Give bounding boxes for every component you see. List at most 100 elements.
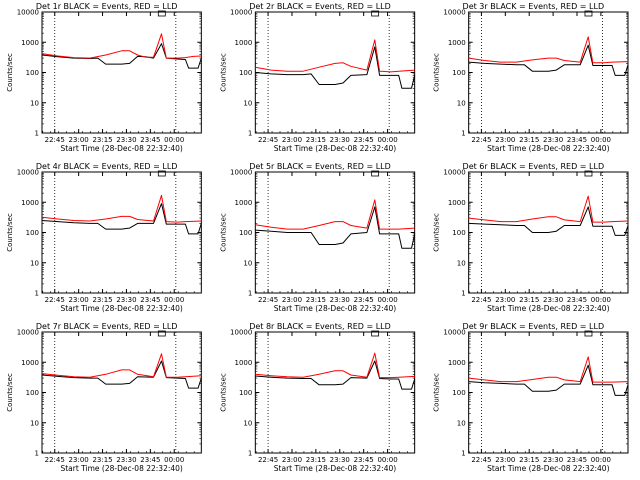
interval-mark <box>371 330 380 337</box>
y-tick-label: 1 <box>35 130 39 138</box>
chart-panel-8: Det 8r BLACK = Events, RED = LLD 1 10 100 10… <box>219 322 416 473</box>
interval-mark <box>584 330 593 337</box>
y-tick-label: 10000 <box>17 9 39 17</box>
y-axis-label: Counts/sec <box>6 213 14 252</box>
plot-frame <box>41 171 202 294</box>
chart-title: Det 7r BLACK = Events, RED = LLD <box>36 322 178 331</box>
y-tick-label: 10 <box>30 99 39 107</box>
y-tick-label: 10000 <box>17 169 39 177</box>
chart-title: Det 9r BLACK = Events, RED = LLD <box>463 322 605 331</box>
events-series-line <box>468 44 629 76</box>
x-tick-label: 00:00 <box>377 136 397 144</box>
plot-frame <box>468 331 629 454</box>
y-tick-label: 10000 <box>230 169 252 177</box>
x-tick-label: 23:30 <box>330 136 350 144</box>
y-tick-label: 10 <box>243 259 252 267</box>
x-tick-label: 00:00 <box>164 456 184 464</box>
x-tick-label: 00:00 <box>591 456 611 464</box>
chart-title: Det 8r BLACK = Events, RED = LLD <box>249 322 391 331</box>
x-tick-label: 00:00 <box>164 296 184 304</box>
chart-panel-2: Det 2r BLACK = Events, RED = LLD 1 10 100 10… <box>219 2 416 153</box>
x-tick-label: 00:00 <box>591 136 611 144</box>
y-tick-label: 100 <box>239 229 252 237</box>
lld-series-line <box>41 194 202 223</box>
lld-series-line <box>255 199 415 230</box>
chart-title: Det 2r BLACK = Events, RED = LLD <box>249 2 391 11</box>
y-tick-label: 1 <box>35 290 39 298</box>
y-tick-label: 10 <box>243 419 252 427</box>
x-tick-label: 00:00 <box>377 296 397 304</box>
x-tick-label: 22:45 <box>258 456 278 464</box>
x-tick-label: 22:45 <box>471 296 491 304</box>
x-tick-label: 23:15 <box>92 296 112 304</box>
events-series-line <box>255 46 416 89</box>
lld-series-line <box>468 36 629 64</box>
y-tick-label: 1 <box>248 450 252 458</box>
plot-frame <box>254 171 416 294</box>
chart-panel-6: Det 6r BLACK = Events, RED = LLD 1 10 100 10… <box>433 162 629 313</box>
y-tick-label: 1000 <box>235 199 253 207</box>
x-tick-label: 22:45 <box>45 136 65 144</box>
x-tick-label: 23:00 <box>282 136 302 144</box>
lld-series-line <box>41 353 202 378</box>
chart-title: Det 5r BLACK = Events, RED = LLD <box>249 162 391 171</box>
events-series-line <box>41 203 202 235</box>
events-series-line <box>41 360 202 389</box>
plot-frame <box>254 11 416 134</box>
x-axis-label: Start Time (28-Dec-08 22:32:40) <box>487 304 609 313</box>
chart-title: Det 3r BLACK = Events, RED = LLD <box>463 2 605 11</box>
x-tick-label: 23:45 <box>354 456 374 464</box>
x-tick-label: 23:30 <box>543 296 563 304</box>
x-tick-label: 23:15 <box>519 136 539 144</box>
x-tick-label: 23:45 <box>567 136 587 144</box>
y-tick-label: 10000 <box>443 169 465 177</box>
y-tick-label: 1000 <box>448 359 466 367</box>
y-tick-label: 10000 <box>230 329 252 337</box>
y-tick-label: 10 <box>30 259 39 267</box>
x-axis-label: Start Time (28-Dec-08 22:32:40) <box>274 144 396 153</box>
x-tick-label: 22:45 <box>45 456 65 464</box>
chart-title: Det 4r BLACK = Events, RED = LLD <box>36 162 178 171</box>
y-tick-label: 100 <box>452 229 465 237</box>
chart-title: Det 6r BLACK = Events, RED = LLD <box>463 162 605 171</box>
x-axis-label: Start Time (28-Dec-08 22:32:40) <box>274 464 396 473</box>
interval-mark <box>157 330 166 337</box>
events-series-line <box>255 360 416 390</box>
y-tick-label: 100 <box>239 389 252 397</box>
y-axis-label: Counts/sec <box>6 373 14 412</box>
lld-series-line <box>468 356 629 383</box>
y-tick-label: 1000 <box>448 39 466 47</box>
x-axis-label: Start Time (28-Dec-08 22:32:40) <box>60 464 182 473</box>
interval-mark <box>371 170 380 177</box>
x-tick-label: 23:30 <box>116 296 136 304</box>
y-tick-label: 1 <box>35 450 39 458</box>
x-tick-label: 23:15 <box>306 136 326 144</box>
x-tick-label: 23:45 <box>354 136 374 144</box>
x-axis-label: Start Time (28-Dec-08 22:32:40) <box>274 304 396 313</box>
y-tick-label: 100 <box>26 389 39 397</box>
lld-series-line <box>468 195 629 223</box>
plot-frame <box>254 331 416 454</box>
x-tick-label: 23:30 <box>543 136 563 144</box>
plot-frame <box>41 331 202 454</box>
interval-mark <box>157 170 166 177</box>
x-tick-label: 00:00 <box>164 136 184 144</box>
x-tick-label: 23:45 <box>140 136 160 144</box>
y-tick-label: 1000 <box>235 359 253 367</box>
x-tick-label: 23:45 <box>140 456 160 464</box>
y-tick-label: 10 <box>457 259 466 267</box>
y-tick-label: 1 <box>461 130 465 138</box>
y-tick-label: 1000 <box>21 199 39 207</box>
x-tick-label: 23:30 <box>330 296 350 304</box>
chart-title: Det 1r BLACK = Events, RED = LLD <box>36 2 178 11</box>
plot-frame <box>41 11 202 134</box>
chart-panel-1: Det 1r BLACK = Events, RED = LLD 1 10 100 10… <box>6 2 202 153</box>
y-tick-label: 10000 <box>443 9 465 17</box>
x-tick-label: 22:45 <box>258 296 278 304</box>
x-tick-label: 23:00 <box>69 456 89 464</box>
interval-mark <box>371 10 380 17</box>
x-tick-label: 23:00 <box>495 136 515 144</box>
x-tick-label: 23:45 <box>567 456 587 464</box>
x-tick-label: 23:00 <box>495 456 515 464</box>
